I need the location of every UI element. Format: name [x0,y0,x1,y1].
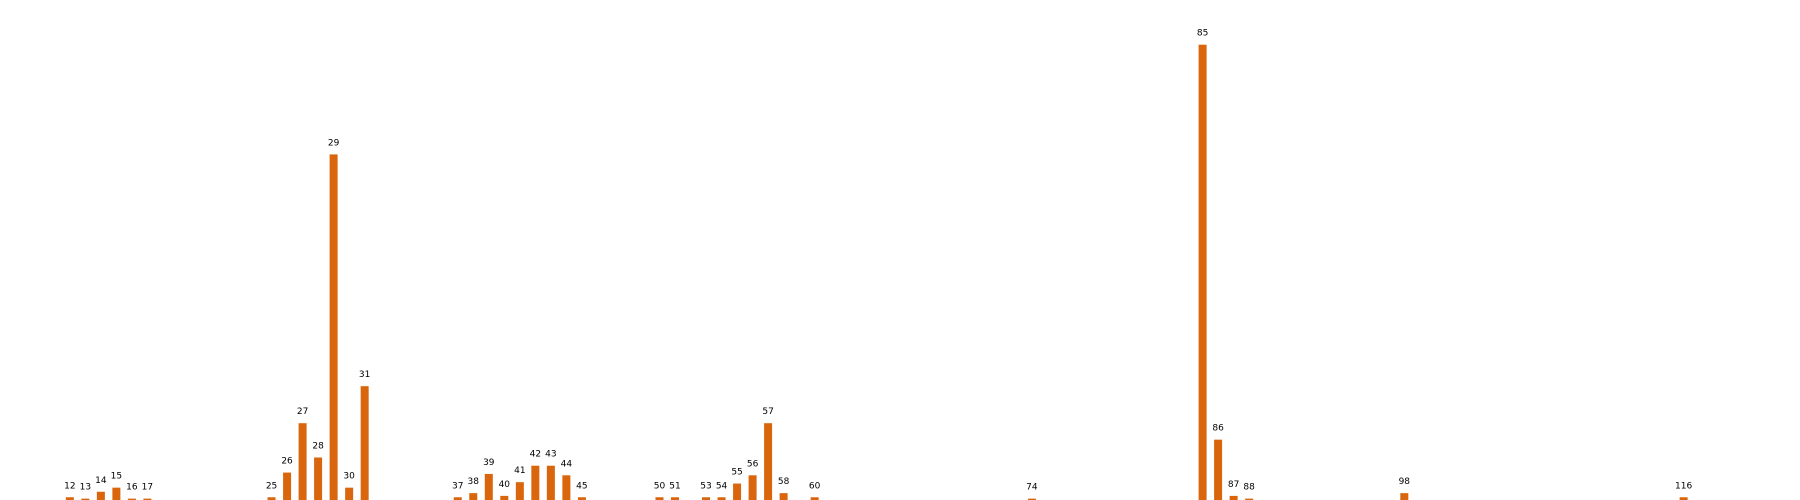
bar-label-55: 55 [731,468,742,478]
bar-27 [298,423,307,500]
bar-label-29: 29 [328,138,340,148]
bar-label-39: 39 [483,458,495,468]
bar-label-12: 12 [64,481,75,491]
bar-60 [810,497,819,500]
bar-label-38: 38 [468,477,480,487]
bar-41 [515,482,524,500]
bar-label-58: 58 [778,477,790,487]
bar-label-56: 56 [747,459,759,469]
bar-88 [1245,498,1254,500]
bar-label-57: 57 [762,407,773,417]
bar-label-54: 54 [716,481,728,491]
bar-28 [314,457,323,500]
bar-30 [345,487,354,500]
bar-40 [500,495,509,500]
bar-17 [143,498,152,500]
bar-label-43: 43 [545,450,556,460]
bar-label-60: 60 [809,481,821,491]
bar-56 [748,475,757,500]
bar-15 [112,487,121,500]
bar-label-116: 116 [1675,481,1692,491]
bar-50 [655,497,664,500]
bar-label-86: 86 [1212,424,1224,434]
bar-42 [531,465,540,500]
bar-39 [484,473,493,500]
bar-44 [562,475,571,500]
bar-38 [469,493,478,500]
bar-86 [1214,439,1223,500]
bar-29 [329,154,338,500]
bar-label-25: 25 [266,481,277,491]
bar-label-53: 53 [700,481,711,491]
bar-label-41: 41 [514,466,525,476]
bar-116 [1679,497,1688,500]
bar-43 [546,465,555,500]
bar-label-87: 87 [1228,480,1239,490]
bar-16 [127,498,136,500]
bar-12 [65,497,74,500]
bar-label-37: 37 [452,481,463,491]
bar-14 [96,491,105,500]
bar-87 [1229,495,1238,500]
bar-label-98: 98 [1399,477,1411,487]
bar-53 [702,497,711,500]
bar-54 [717,497,726,500]
bar-label-74: 74 [1026,483,1038,493]
bar-label-88: 88 [1243,483,1255,493]
bar-label-51: 51 [669,481,680,491]
bar-13 [81,498,90,500]
bar-label-85: 85 [1197,29,1208,39]
bar-74 [1027,498,1036,500]
bar-55 [733,483,742,500]
bar-45 [577,497,586,500]
bars-layer [65,44,1688,500]
bar-label-17: 17 [142,483,153,493]
bar-label-40: 40 [499,480,511,490]
bar-label-15: 15 [111,472,122,482]
bar-label-31: 31 [359,370,370,380]
bar-label-13: 13 [80,483,91,493]
bar-label-42: 42 [530,450,541,460]
bar-26 [283,472,292,500]
bar-label-50: 50 [654,481,666,491]
bar-51 [671,497,679,500]
bar-98 [1400,493,1409,500]
bar-label-26: 26 [281,457,293,467]
bar-label-44: 44 [561,459,573,469]
bar-31 [360,386,369,500]
bar-57 [764,423,773,500]
bar-label-27: 27 [297,407,308,417]
bar-37 [453,497,462,500]
bar-label-30: 30 [343,472,355,482]
bar-58 [779,493,788,500]
bar-label-45: 45 [576,481,587,491]
bar-label-14: 14 [95,476,107,486]
bar-25 [267,497,276,500]
bar-label-16: 16 [126,483,138,493]
bar-label-28: 28 [312,441,324,451]
bar-85 [1198,44,1207,500]
